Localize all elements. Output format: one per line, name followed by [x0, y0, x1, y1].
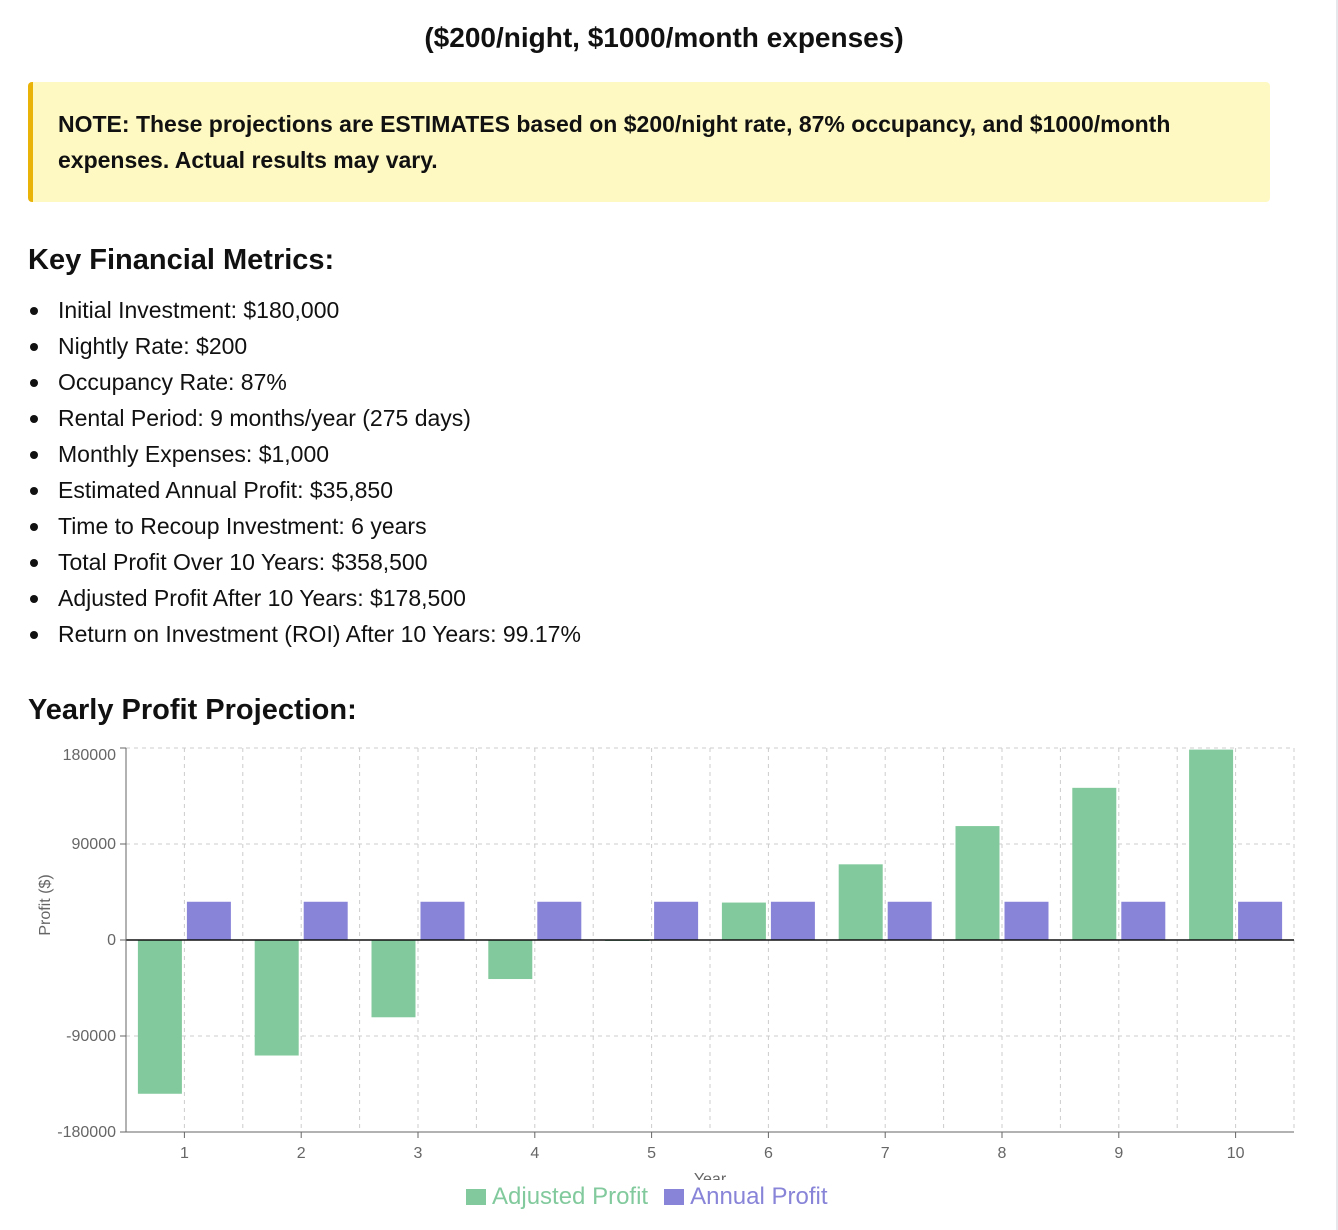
y-tick-label: -180000 — [57, 1124, 116, 1141]
y-axis-title: Profit ($) — [37, 874, 54, 935]
bar-adjusted-profit-9 — [1072, 787, 1117, 940]
x-tick-label: 8 — [998, 1145, 1007, 1162]
metric-item: Return on Investment (ROI) After 10 Year… — [28, 616, 581, 652]
bar-adjusted-profit-6 — [721, 902, 766, 940]
legend-item-annual-profit[interactable]: Annual Profit — [664, 1183, 828, 1211]
metric-item: Initial Investment: $180,000 — [28, 292, 581, 328]
bar-adjusted-profit-10 — [1189, 749, 1234, 940]
metric-item: Nightly Rate: $200 — [28, 328, 581, 364]
metric-item: Time to Recoup Investment: 6 years — [28, 508, 581, 544]
chart-legend: Adjusted Profit Annual Profit — [466, 1182, 844, 1212]
page-subtitle: ($200/night, $1000/month expenses) — [424, 22, 904, 53]
bar-annual-profit-10 — [1238, 901, 1283, 940]
bar-annual-profit-5 — [654, 901, 699, 940]
x-tick-label: 6 — [764, 1145, 773, 1162]
legend-label-adjusted: Adjusted Profit — [492, 1183, 649, 1210]
metric-item: Total Profit Over 10 Years: $358,500 — [28, 544, 581, 580]
metric-item: Monthly Expenses: $1,000 — [28, 436, 581, 472]
x-tick-label: 5 — [647, 1145, 656, 1162]
bar-annual-profit-8 — [1004, 901, 1049, 940]
x-tick-label: 7 — [881, 1145, 890, 1162]
legend-swatch-annual — [664, 1189, 685, 1205]
x-tick-label: 3 — [414, 1145, 423, 1162]
bar-adjusted-profit-2 — [254, 940, 299, 1056]
bar-adjusted-profit-4 — [488, 940, 533, 980]
x-tick-label: 1 — [180, 1145, 189, 1162]
metric-item: Estimated Annual Profit: $35,850 — [28, 472, 581, 508]
legend-label-annual: Annual Profit — [690, 1183, 828, 1210]
bar-annual-profit-2 — [303, 901, 348, 940]
x-tick-label: 9 — [1114, 1145, 1123, 1162]
x-tick-label: 2 — [297, 1145, 306, 1162]
estimate-note: NOTE: These projections are ESTIMATES ba… — [28, 82, 1270, 202]
bar-adjusted-profit-8 — [955, 826, 1000, 940]
y-tick-label: 180000 — [63, 747, 116, 764]
bar-annual-profit-6 — [770, 901, 815, 940]
metrics-heading: Key Financial Metrics: — [28, 244, 335, 276]
page-edge — [1336, 0, 1338, 1230]
bar-annual-profit-7 — [887, 901, 932, 940]
x-tick-label: 4 — [530, 1145, 539, 1162]
bar-adjusted-profit-7 — [838, 864, 883, 940]
bar-annual-profit-1 — [186, 901, 231, 940]
legend-item-adjusted-profit[interactable]: Adjusted Profit — [466, 1183, 648, 1211]
metric-item: Adjusted Profit After 10 Years: $178,500 — [28, 580, 581, 616]
bar-adjusted-profit-3 — [371, 940, 416, 1018]
x-axis-title: Year — [694, 1171, 727, 1180]
x-tick-label: 10 — [1227, 1145, 1245, 1162]
metric-item: Occupancy Rate: 87% — [28, 364, 581, 400]
legend-swatch-adjusted — [466, 1189, 486, 1205]
bar-annual-profit-3 — [420, 901, 465, 940]
profit-bar-chart: -180000 -90000 0 90000 180000 1 2 3 4 5 6 7 8 9 10 Year… — [37, 747, 1295, 1180]
bar-annual-profit-9 — [1121, 901, 1166, 940]
chart-heading: Yearly Profit Projection: — [28, 694, 357, 726]
metrics-list: Initial Investment: $180,000 Nightly Rat… — [28, 292, 581, 652]
bar-adjusted-profit-1 — [137, 940, 182, 1094]
metric-item: Rental Period: 9 months/year (275 days) — [28, 400, 581, 436]
bar-annual-profit-4 — [537, 901, 582, 940]
y-tick-label: 90000 — [72, 836, 117, 853]
y-tick-label: 0 — [107, 932, 116, 949]
y-tick-label: -90000 — [66, 1028, 116, 1045]
